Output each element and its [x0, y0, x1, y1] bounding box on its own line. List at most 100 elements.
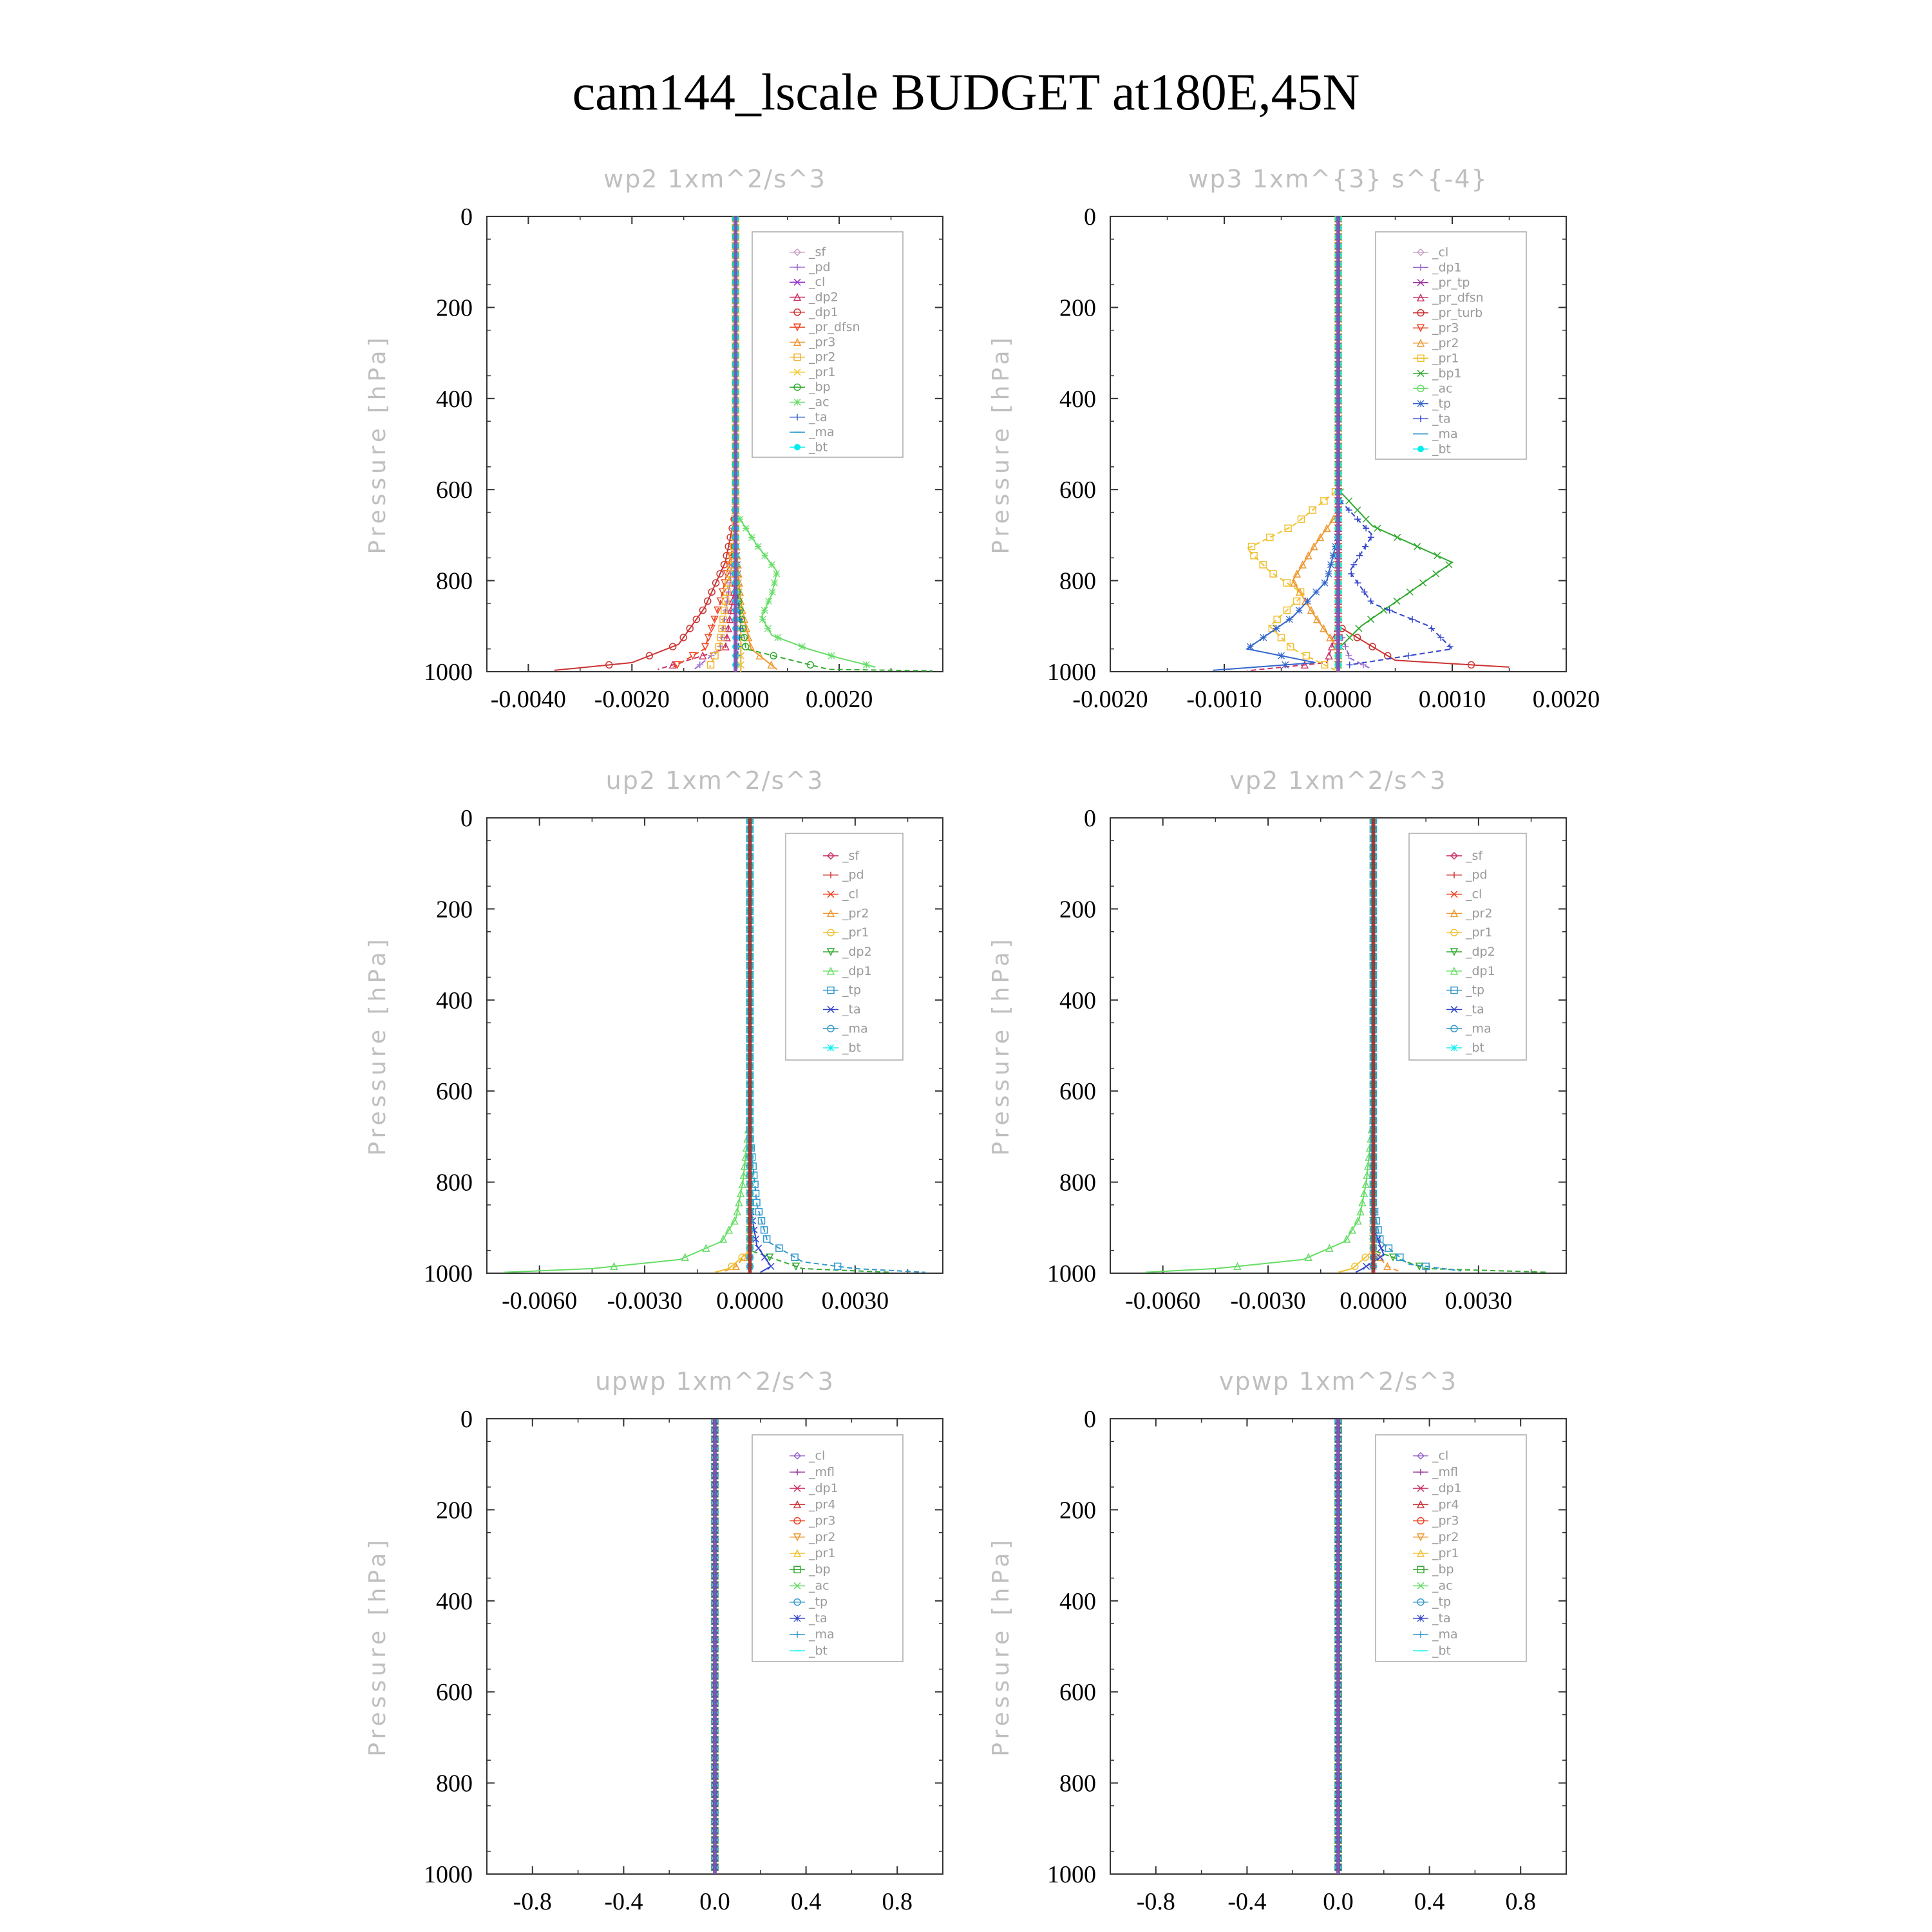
legend-label: _cl: [1465, 887, 1482, 902]
legend-item-bt: _bt: [790, 440, 828, 454]
legend-item-cl: _cl: [1413, 245, 1448, 260]
legend-item-ma: _ma: [1413, 427, 1458, 441]
legend-item-ma: _ma: [790, 425, 835, 439]
legend-label: _pd: [842, 868, 864, 882]
legend-item-ta: _ta: [1413, 412, 1451, 426]
legend-label: _bp: [808, 380, 831, 394]
y-tick-label: 600: [1059, 1078, 1096, 1105]
legend-item-ac: _ac: [1413, 381, 1453, 395]
y-tick-label: 1000: [424, 659, 473, 686]
panel-1: wp2 1xm^2/s^3 Pressure [hPa] 0 200 400 600 800…: [365, 165, 943, 713]
y-tick-label: 0: [460, 204, 473, 231]
y-tick-label: 800: [436, 568, 473, 595]
legend-item-pr4: _pr4: [1413, 1497, 1459, 1511]
x-tick-label: 0.0000: [1340, 1287, 1407, 1314]
legend: _sf _pd _cl _pr2 _pr1 _dp2 _dp1 _tp _ta _ma _bt: [785, 833, 904, 1061]
legend-item-dp2: _dp2: [823, 945, 872, 959]
x-tick-label: 0.0020: [1533, 686, 1600, 713]
x-tick-label: 0.0: [1323, 1888, 1354, 1915]
legend-label: _dp2: [808, 290, 838, 305]
legend: _cl _mfl _dp1 _pr4 _pr3 _pr2 _pr1 _bp_ac _tp _ta _…: [752, 1434, 904, 1662]
y-tick-label: 200: [436, 1497, 473, 1524]
series-line-pr1: [1338, 818, 1374, 1273]
legend-item-ac: _ac: [790, 395, 829, 410]
legend-label: _sf: [808, 245, 826, 260]
series-line-dp2: [749, 818, 891, 1273]
series-line-tp: [1213, 216, 1339, 671]
x-tick-label: -0.0060: [1125, 1287, 1200, 1314]
legend-label: _pr_dfsn: [808, 320, 860, 334]
legend-item-tp: _tp: [790, 1595, 828, 1609]
legend-label: _pr3: [1432, 1514, 1459, 1528]
legend-label: _cl: [1432, 1449, 1448, 1463]
series-line-ta: [1338, 216, 1454, 666]
legend-box: [1375, 231, 1527, 460]
y-tick-label: 1000: [1047, 1260, 1096, 1287]
legend-item-pd: _pd: [1446, 868, 1488, 882]
legend-label: _dp2: [1465, 945, 1495, 959]
y-axis-label: Pressure [hPa]: [365, 334, 391, 554]
x-tick-label: 0.0030: [1445, 1287, 1513, 1314]
y-tick-label: 800: [1059, 1770, 1096, 1797]
legend-item-bt: _bt: [1446, 1041, 1484, 1055]
x-tick-label: -0.8: [1137, 1888, 1175, 1915]
legend-label: _pr2: [1465, 906, 1492, 920]
legend-label: _ma: [1432, 427, 1458, 441]
panels: wp2 1xm^2/s^3 Pressure [hPa] 0 200 400 600 800…: [365, 165, 1600, 1915]
y-tick-label: 800: [1059, 1170, 1096, 1197]
panel-title: vpwp 1xm^2/s^3: [1219, 1367, 1457, 1396]
legend-label: _ta: [808, 1611, 828, 1625]
legend-label: _pr_tp: [1432, 276, 1470, 290]
legend: _cl_dp1 _pr_tp_pr_dfsn_pr_turb_pr3_pr2_pr…: [1375, 231, 1527, 460]
legend-item-cl: _cl: [823, 887, 858, 902]
legend: _sf _pd _cl _pr2 _pr1 _dp2 _dp1 _tp _ta _ma _bt: [1408, 833, 1527, 1061]
legend-item-bt: _bt: [823, 1041, 861, 1055]
y-tick-label: 1000: [1047, 659, 1096, 686]
legend-label: _dp1: [842, 964, 872, 978]
series-line-dp1: [1145, 818, 1374, 1273]
legend-label: _pr_turb: [1432, 306, 1482, 320]
legend-item-ta: _ta: [1413, 1611, 1451, 1625]
panel-title: wp3 1xm^{3} s^{-4}: [1188, 165, 1488, 193]
x-tick-label: -0.0030: [607, 1287, 682, 1314]
legend-item-pr2: _pr2: [1413, 336, 1459, 350]
legend-label: _tp: [1465, 983, 1484, 998]
x-tick-label: 0.0000: [1305, 686, 1372, 713]
legend-label: _ac: [808, 395, 829, 410]
legend-item-pr2: _pr2: [790, 350, 835, 365]
legend: _cl _mfl _dp1 _pr4 _pr3 _pr2 _pr1 _bp_ac _tp _ta _…: [1375, 1434, 1527, 1662]
legend-item-mfl: _mfl: [790, 1465, 835, 1479]
y-tick-label: 400: [1059, 987, 1096, 1014]
legend-item-dp1: _dp1: [1413, 1481, 1462, 1495]
series-line-dp1: [504, 818, 751, 1273]
legend-label: _bt: [808, 1643, 828, 1658]
y-tick-label: 0: [460, 805, 473, 832]
y-axis-label: Pressure [hPa]: [988, 1536, 1014, 1756]
legend-label: _cl: [808, 1449, 825, 1463]
series-markers-dp1: [1233, 818, 1378, 1271]
legend-item-pr_dfsn: _pr_dfsn: [1413, 290, 1484, 305]
y-tick-label: 1000: [424, 1861, 473, 1888]
legend-label: _bt: [842, 1041, 861, 1055]
series-markers-dp1: [610, 818, 754, 1271]
x-tick-label: -0.4: [604, 1888, 643, 1915]
series-line-pr2: [1372, 818, 1402, 1273]
legend-item-tp: _tp: [1413, 1595, 1451, 1609]
legend-label: _pr2: [808, 1530, 835, 1544]
y-tick-label: 400: [1059, 1588, 1096, 1615]
legend-label: _tp: [1432, 1595, 1451, 1609]
legend-label: _pr1: [842, 925, 869, 940]
x-tick-label: -0.0020: [594, 686, 670, 713]
legend-item-bp1: _bp1: [1413, 366, 1462, 381]
legend-item-bp: _bp: [790, 380, 831, 394]
x-tick-label: 0.0020: [806, 686, 873, 713]
legend-label: _dp2: [842, 945, 872, 959]
x-tick-label: 0.8: [882, 1888, 913, 1915]
legend-item-pr3: _pr3: [1413, 321, 1459, 335]
legend-item-pr_dfsn: _pr_dfsn: [790, 320, 860, 334]
panel-6: vpwp 1xm^2/s^3 Pressure [hPa] 0 200 400 600 80…: [988, 1367, 1567, 1915]
legend-item-tp: _tp: [1446, 983, 1484, 998]
y-tick-label: 800: [436, 1170, 473, 1197]
series-markers-pr1: [1247, 216, 1342, 669]
plot-frame: [486, 817, 943, 1274]
